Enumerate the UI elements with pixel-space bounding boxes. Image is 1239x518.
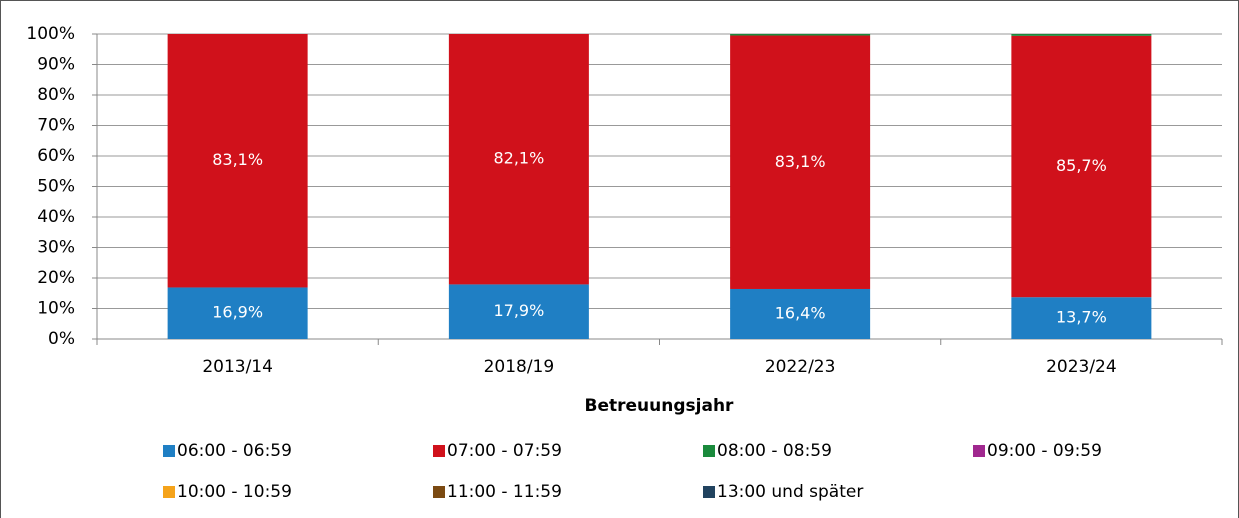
data-label: 16,9% [212, 303, 263, 322]
bar-segment [730, 35, 871, 289]
legend-swatch [163, 486, 175, 498]
legend-swatch [163, 445, 175, 457]
y-tick-label: 70% [37, 116, 75, 136]
y-tick-label: 100% [26, 24, 75, 44]
data-label: 83,1% [775, 152, 826, 171]
data-label: 17,9% [493, 301, 544, 320]
y-tick-label: 60% [37, 146, 75, 166]
y-tick-label: 40% [37, 207, 75, 227]
y-tick-label: 50% [37, 177, 75, 197]
bar-segment [1011, 35, 1152, 298]
x-tick-label: 2013/14 [202, 357, 273, 377]
legend-label: 09:00 - 09:59 [987, 441, 1102, 461]
bar-segment [448, 34, 589, 285]
y-tick-label: 90% [37, 55, 75, 75]
data-label: 85,7% [1056, 156, 1107, 175]
bar-segment [1011, 34, 1152, 36]
y-tick-label: 10% [37, 299, 75, 319]
data-label: 13,7% [1056, 308, 1107, 327]
y-tick-label: 20% [37, 268, 75, 288]
x-axis-label: Betreuungsjahr [585, 396, 735, 416]
data-label: 82,1% [493, 149, 544, 168]
legend-swatch [703, 486, 715, 498]
legend-label: 07:00 - 07:59 [447, 441, 562, 461]
bar-segment [730, 34, 871, 36]
data-label: 83,1% [212, 150, 263, 169]
legend-swatch [433, 486, 445, 498]
legend-label: 08:00 - 08:59 [717, 441, 832, 461]
x-tick-label: 2022/23 [765, 357, 836, 377]
bar-segment [1011, 297, 1152, 339]
x-tick-label: 2023/24 [1046, 357, 1117, 377]
legend-label: 10:00 - 10:59 [177, 482, 292, 502]
data-label: 16,4% [775, 303, 826, 322]
legend-swatch [973, 445, 985, 457]
bar-segment [167, 287, 308, 339]
y-tick-label: 0% [48, 329, 75, 349]
legend-label: 13:00 und später [717, 482, 863, 502]
y-tick-label: 80% [37, 85, 75, 105]
y-tick-label: 30% [37, 238, 75, 258]
legend-label: 06:00 - 06:59 [177, 441, 292, 461]
legend-swatch [703, 445, 715, 457]
bar-segment [730, 288, 871, 339]
legend-swatch [433, 445, 445, 457]
bar-segment [448, 284, 589, 339]
x-tick-label: 2018/19 [484, 357, 555, 377]
bar-segment [167, 34, 308, 288]
legend-label: 11:00 - 11:59 [447, 482, 562, 502]
